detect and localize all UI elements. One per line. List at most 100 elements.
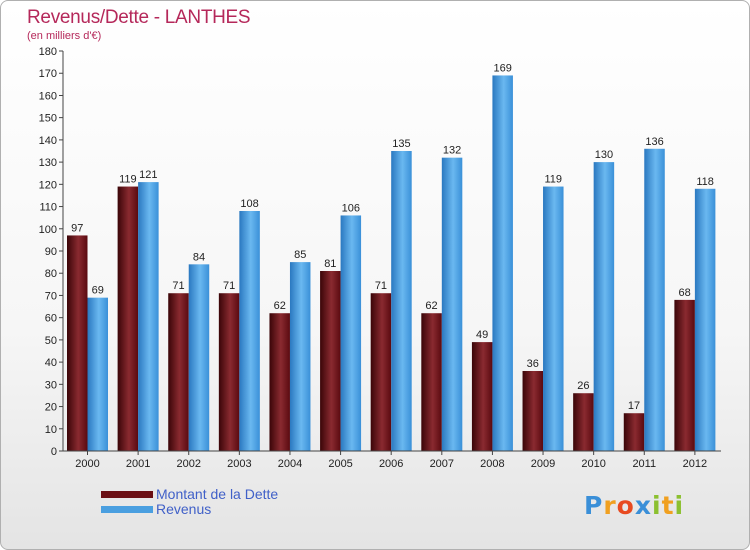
bar-revenus-2006 [391, 151, 412, 451]
x-axis: 2000 2001 2002 2003 2004 2005 2006 2007 2008 2009… [63, 450, 721, 470]
data-label-dette-2002: 71 [172, 280, 184, 292]
data-label-revenus-2011: 136 [645, 136, 663, 148]
bar-dette-2000 [67, 235, 88, 451]
bar-dette-2008 [471, 342, 493, 451]
logo-letter: o [616, 491, 635, 520]
y-tick-label: 160 [39, 90, 57, 102]
y-tick-label: 90 [45, 246, 57, 258]
bar-dette-2002 [168, 293, 189, 451]
data-label-revenus-2009: 119 [545, 174, 563, 186]
data-label-dette-2007: 62 [425, 300, 437, 312]
y-tick-label: 0 [51, 446, 57, 458]
data-label-revenus-2007: 132 [443, 145, 461, 157]
y-tick-label: 10 [45, 424, 57, 436]
x-tick-label: 2003 [227, 458, 251, 470]
data-label-dette-2006: 71 [375, 280, 387, 292]
y-tick-label: 100 [39, 224, 57, 236]
data-label-revenus-2001: 121 [139, 169, 157, 181]
x-tick-label: 2006 [379, 458, 403, 470]
data-label-dette-2011: 17 [628, 400, 640, 412]
bar-revenus-2005 [340, 215, 362, 451]
y-tick-label: 140 [39, 135, 57, 147]
bar-revenus-2002 [188, 264, 210, 451]
bar-dette-2003 [218, 293, 240, 451]
y-axis: 0 10 20 30 40 50 60 70 80 90 100 110 120 130 140 150 160… [39, 46, 64, 458]
data-label-revenus-2012: 118 [696, 176, 714, 188]
data-label-dette-2000: 97 [71, 222, 83, 234]
proxiti-logo: Proxiti [584, 491, 684, 520]
x-tick-label: 2012 [683, 458, 707, 470]
bar-dette-2010 [573, 393, 594, 451]
bar-revenus-2008 [492, 75, 513, 451]
legend-label-dette: Montant de la Dette [156, 486, 279, 502]
bar-revenus-2009 [543, 186, 564, 452]
data-label-revenus-2010: 130 [595, 149, 613, 161]
bar-dette-2004 [269, 313, 290, 451]
data-label-revenus-2008: 169 [493, 62, 511, 74]
data-label-revenus-2002: 84 [193, 251, 205, 263]
x-tick-label: 2000 [75, 458, 99, 470]
y-tick-label: 80 [45, 268, 57, 280]
bar-revenus-2000 [87, 297, 108, 451]
data-label-dette-2003: 71 [223, 280, 235, 292]
data-label-dette-2012: 68 [679, 287, 691, 299]
data-label-revenus-2006: 135 [392, 138, 410, 150]
x-tick-label: 2001 [126, 458, 150, 470]
y-tick-label: 150 [39, 113, 57, 125]
bar-revenus-2011 [644, 148, 665, 451]
bar-dette-2006 [370, 293, 392, 451]
x-tick-label: 2010 [581, 458, 605, 470]
bar-dette-2007 [421, 313, 442, 451]
bar-revenus-2007 [441, 157, 463, 451]
legend-swatch-dette [101, 491, 153, 498]
x-tick-label: 2005 [328, 458, 352, 470]
bar-revenus-2004 [289, 262, 311, 451]
bar-dette-2005 [320, 271, 341, 451]
data-label-revenus-2000: 69 [92, 285, 104, 297]
data-label-dette-2001: 119 [119, 174, 137, 186]
x-tick-label: 2009 [531, 458, 555, 470]
logo-letter: P [584, 491, 604, 520]
logo-letter: r [603, 491, 617, 520]
legend-swatch-revenus [101, 506, 153, 513]
chart-title: Revenus/Dette - LANTHES [27, 7, 251, 28]
logo-letter: x [634, 491, 652, 520]
bar-dette-2011 [623, 413, 645, 451]
y-tick-label: 170 [39, 68, 57, 80]
x-tick-label: 2007 [430, 458, 454, 470]
data-label-dette-2004: 62 [274, 300, 286, 312]
logo-letter: t [661, 491, 675, 520]
y-tick-label: 40 [45, 357, 57, 369]
data-label-dette-2009: 36 [527, 358, 539, 370]
data-label-dette-2010: 26 [577, 380, 589, 392]
y-tick-label: 180 [39, 46, 57, 58]
logo-letter: i [652, 491, 662, 520]
chart-subtitle: (en milliers d'€) [27, 30, 102, 42]
legend-label-revenus: Revenus [156, 501, 212, 517]
y-tick-label: 130 [39, 157, 57, 169]
x-tick-label: 2011 [632, 458, 656, 470]
x-tick-label: 2004 [278, 458, 302, 470]
bar-dette-2012 [674, 299, 695, 451]
x-tick-label: 2008 [480, 458, 504, 470]
bar-revenus-2012 [694, 188, 716, 451]
data-label-dette-2005: 81 [324, 258, 336, 270]
y-tick-label: 70 [45, 290, 57, 302]
y-tick-label: 20 [45, 402, 57, 414]
bar-revenus-2001 [138, 182, 159, 451]
y-tick-label: 120 [39, 179, 57, 191]
x-tick-label: 2002 [176, 458, 200, 470]
bar-dette-2009 [522, 371, 544, 451]
data-label-revenus-2003: 108 [240, 198, 258, 210]
bar-dette-2001 [117, 186, 139, 452]
y-tick-label: 50 [45, 335, 57, 347]
y-tick-label: 30 [45, 379, 57, 391]
bar-revenus-2010 [593, 162, 615, 451]
data-label-dette-2008: 49 [476, 329, 488, 341]
data-label-revenus-2005: 106 [342, 202, 360, 214]
data-label-revenus-2004: 85 [294, 249, 306, 261]
y-tick-label: 110 [39, 202, 57, 214]
